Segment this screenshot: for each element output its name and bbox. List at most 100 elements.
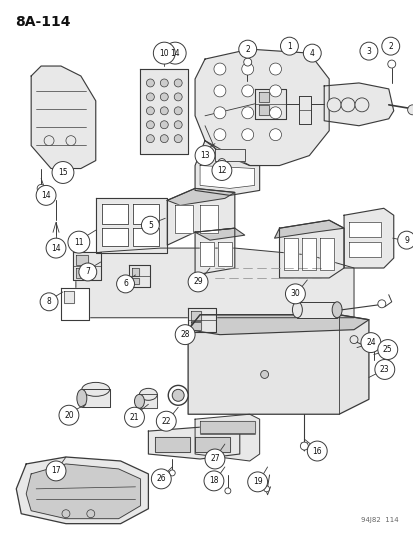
Circle shape bbox=[124, 407, 144, 427]
Polygon shape bbox=[139, 394, 157, 408]
Circle shape bbox=[146, 93, 154, 101]
Circle shape bbox=[141, 216, 159, 234]
Circle shape bbox=[238, 40, 256, 58]
Circle shape bbox=[68, 231, 90, 253]
Polygon shape bbox=[217, 242, 231, 266]
Polygon shape bbox=[323, 83, 393, 126]
Polygon shape bbox=[140, 69, 188, 154]
Text: 28: 28 bbox=[180, 330, 190, 339]
Text: 19: 19 bbox=[252, 478, 262, 487]
Circle shape bbox=[36, 185, 56, 205]
Polygon shape bbox=[343, 208, 393, 268]
Text: 6: 6 bbox=[123, 279, 128, 288]
Polygon shape bbox=[61, 288, 88, 320]
Polygon shape bbox=[258, 105, 268, 115]
Circle shape bbox=[269, 107, 281, 119]
Polygon shape bbox=[73, 252, 100, 280]
Circle shape bbox=[349, 336, 357, 344]
Circle shape bbox=[269, 129, 281, 141]
Text: 8: 8 bbox=[47, 297, 51, 306]
Text: 29: 29 bbox=[193, 277, 202, 286]
Text: 14: 14 bbox=[41, 191, 51, 200]
Circle shape bbox=[303, 44, 320, 62]
Circle shape bbox=[164, 42, 186, 64]
Text: 17: 17 bbox=[51, 466, 61, 475]
Circle shape bbox=[52, 161, 74, 183]
Polygon shape bbox=[128, 265, 150, 287]
Text: 24: 24 bbox=[365, 338, 375, 347]
Circle shape bbox=[66, 136, 76, 146]
Circle shape bbox=[211, 160, 231, 181]
Polygon shape bbox=[76, 268, 88, 278]
Circle shape bbox=[37, 184, 45, 192]
Polygon shape bbox=[195, 141, 259, 196]
Circle shape bbox=[174, 93, 182, 101]
Circle shape bbox=[175, 325, 195, 345]
Circle shape bbox=[195, 146, 214, 166]
Text: 15: 15 bbox=[58, 168, 68, 177]
Circle shape bbox=[160, 107, 168, 115]
Circle shape bbox=[214, 85, 225, 97]
Polygon shape bbox=[299, 96, 311, 124]
Ellipse shape bbox=[134, 394, 144, 408]
Polygon shape bbox=[258, 92, 268, 102]
Circle shape bbox=[263, 486, 269, 492]
Text: 25: 25 bbox=[382, 345, 392, 354]
Circle shape bbox=[300, 442, 308, 450]
Polygon shape bbox=[148, 427, 239, 459]
Circle shape bbox=[160, 93, 168, 101]
Polygon shape bbox=[155, 437, 190, 452]
Circle shape bbox=[280, 37, 298, 55]
Circle shape bbox=[174, 121, 182, 129]
Circle shape bbox=[340, 98, 354, 112]
Polygon shape bbox=[175, 205, 192, 233]
Circle shape bbox=[217, 158, 225, 166]
Circle shape bbox=[204, 471, 223, 491]
Circle shape bbox=[169, 470, 175, 476]
Text: 13: 13 bbox=[200, 151, 209, 160]
Ellipse shape bbox=[82, 382, 109, 397]
Polygon shape bbox=[348, 242, 380, 257]
Text: 16: 16 bbox=[312, 447, 321, 456]
Circle shape bbox=[78, 263, 97, 281]
Circle shape bbox=[160, 135, 168, 143]
Polygon shape bbox=[131, 278, 139, 284]
Polygon shape bbox=[188, 315, 368, 414]
Polygon shape bbox=[133, 204, 159, 224]
Circle shape bbox=[62, 510, 70, 518]
Circle shape bbox=[156, 411, 176, 431]
Polygon shape bbox=[199, 205, 217, 233]
Circle shape bbox=[387, 60, 395, 68]
Circle shape bbox=[146, 121, 154, 129]
Text: 10: 10 bbox=[159, 49, 169, 58]
Text: 4: 4 bbox=[309, 49, 314, 58]
Polygon shape bbox=[195, 228, 244, 240]
Text: 7: 7 bbox=[85, 268, 90, 277]
Circle shape bbox=[174, 79, 182, 87]
Text: 1: 1 bbox=[286, 42, 291, 51]
Circle shape bbox=[160, 79, 168, 87]
Circle shape bbox=[381, 37, 399, 55]
Circle shape bbox=[360, 333, 380, 352]
Polygon shape bbox=[102, 204, 127, 224]
Circle shape bbox=[224, 488, 230, 494]
Text: 27: 27 bbox=[210, 455, 219, 464]
Circle shape bbox=[146, 107, 154, 115]
Text: 23: 23 bbox=[379, 365, 389, 374]
Circle shape bbox=[374, 360, 394, 379]
Circle shape bbox=[188, 272, 207, 292]
Circle shape bbox=[285, 284, 305, 304]
Circle shape bbox=[151, 469, 171, 489]
Text: 12: 12 bbox=[217, 166, 226, 175]
Circle shape bbox=[59, 405, 78, 425]
Polygon shape bbox=[133, 228, 159, 246]
Text: 18: 18 bbox=[209, 477, 218, 486]
Circle shape bbox=[160, 121, 168, 129]
Polygon shape bbox=[195, 414, 259, 461]
Circle shape bbox=[214, 63, 225, 75]
Polygon shape bbox=[214, 149, 244, 160]
Text: 20: 20 bbox=[64, 411, 74, 419]
Polygon shape bbox=[297, 302, 336, 318]
Polygon shape bbox=[199, 242, 214, 266]
Circle shape bbox=[326, 98, 340, 112]
